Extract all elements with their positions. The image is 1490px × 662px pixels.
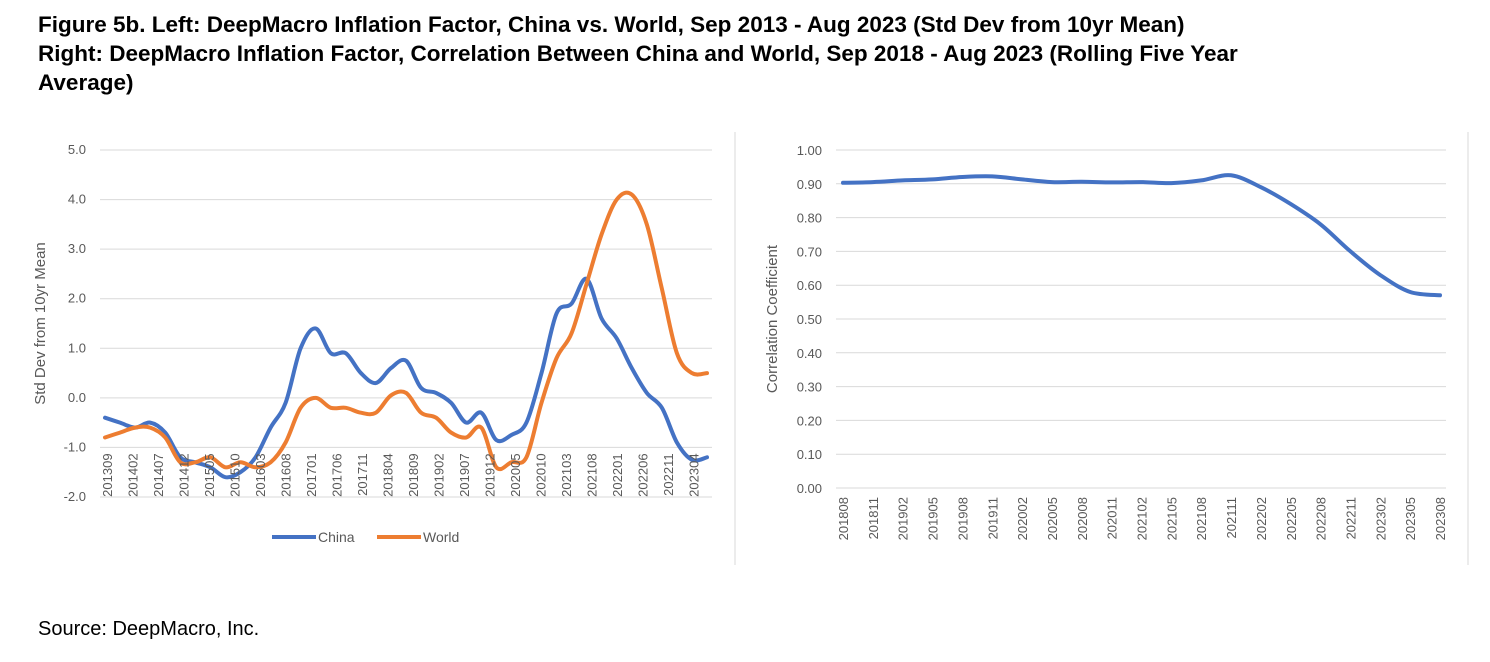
left-x-tick-label: 201309: [100, 453, 115, 496]
right-y-tick-label: 0.80: [797, 211, 822, 226]
right-y-axis-label: Correlation Coefficient: [764, 244, 781, 393]
left-y-tick-label: -1.0: [64, 439, 86, 454]
figure-title-line-2: Right: DeepMacro Inflation Factor, Corre…: [38, 41, 1238, 66]
figure-title: Figure 5b. Left: DeepMacro Inflation Fac…: [38, 10, 1458, 97]
series-line-world: [103, 190, 709, 472]
left-x-tick-label: 202304: [687, 453, 702, 496]
right-y-tick-label: 0.30: [797, 380, 822, 395]
left-x-tick-label: 202108: [585, 453, 600, 496]
left-x-tick-label: 201412: [177, 453, 192, 496]
left-x-tick-label: 202206: [636, 453, 651, 496]
figure-title-line-1: Figure 5b. Left: DeepMacro Inflation Fac…: [38, 12, 1185, 37]
left-x-tick-label: 202005: [508, 453, 523, 496]
left-x-tick-label: 201608: [279, 453, 294, 496]
right-x-tick-label: 202308: [1433, 497, 1448, 540]
left-x-tick-label: 201701: [304, 453, 319, 496]
legend-label-world: World: [423, 529, 459, 545]
right-y-tick-label: 0.50: [797, 312, 822, 327]
left-chart: 5.0 4.0 3.0 2.0 1.0 0.0 -1.0 -2.0 Std Dev from 1…: [32, 142, 712, 545]
left-x-tick-label: 201902: [432, 453, 447, 496]
right-x-tick-label: 202105: [1164, 497, 1179, 540]
right-x-tick-label: 202002: [1015, 497, 1030, 540]
right-x-tick-label: 201908: [955, 497, 970, 540]
left-x-tick-label: 201907: [457, 453, 472, 496]
right-y-tick-label: 0.00: [797, 481, 822, 496]
right-y-tick-label: 0.20: [797, 413, 822, 428]
left-y-tick-label: -2.0: [64, 489, 86, 504]
left-y-tick-label: 5.0: [68, 142, 86, 157]
left-y-axis-label: Std Dev from 10yr Mean: [32, 242, 49, 405]
right-x-tick-label: 202205: [1284, 497, 1299, 540]
left-y-tick-label: 0.0: [68, 390, 86, 405]
legend-label-china: China: [318, 529, 355, 545]
right-x-tick-label: 201905: [926, 497, 941, 540]
left-x-tick-label: 201510: [228, 453, 243, 496]
right-x-tick-label: 201902: [896, 497, 911, 540]
right-x-tick-label: 202208: [1314, 497, 1329, 540]
left-x-tick-label: 201407: [151, 453, 166, 496]
right-y-tick-label: 0.10: [797, 447, 822, 462]
left-x-tick-label: 201402: [126, 453, 141, 496]
charts-canvas: 5.0 4.0 3.0 2.0 1.0 0.0 -1.0 -2.0 Std Dev from 1…: [32, 132, 1469, 565]
right-y-tick-label: 0.90: [797, 177, 822, 192]
right-x-tick-label: 202011: [1105, 497, 1120, 539]
right-y-tick-label: 1.00: [797, 143, 822, 158]
right-x-tick-label: 202008: [1075, 497, 1090, 540]
right-x-tick-label: 201911: [985, 497, 1000, 539]
figure-title-line-3: Average): [38, 70, 134, 95]
left-x-tick-label: 202010: [534, 453, 549, 496]
left-x-tick-label: 202201: [610, 453, 625, 496]
right-y-tick-label: 0.60: [797, 278, 822, 293]
left-y-tick-label: 3.0: [68, 241, 86, 256]
right-x-tick-label: 202111: [1224, 497, 1239, 538]
right-x-tick-label: 202108: [1194, 497, 1209, 540]
left-y-tick-label: 2.0: [68, 291, 86, 306]
left-y-tick-label: 4.0: [68, 192, 86, 207]
left-x-tick-label: 201912: [483, 453, 498, 496]
right-x-tick-label: 201808: [836, 497, 851, 540]
left-x-tick-label: 201711: [355, 453, 370, 495]
left-x-tick-label: 202211: [661, 453, 676, 495]
right-x-tick-label: 202102: [1135, 497, 1150, 540]
right-y-tick-label: 0.70: [797, 244, 822, 259]
right-x-tick-label: 202005: [1045, 497, 1060, 540]
right-x-tick-label: 201811: [866, 497, 881, 539]
right-x-tick-label: 202302: [1373, 497, 1388, 540]
left-x-tick-label: 201809: [406, 453, 421, 496]
left-x-tick-label: 201603: [253, 453, 268, 496]
series-line-china: [103, 276, 709, 480]
left-y-tick-label: 1.0: [68, 340, 86, 355]
left-x-tick-label: 201804: [381, 453, 396, 496]
right-y-tick-label: 0.40: [797, 346, 822, 361]
left-x-tick-label: 201706: [330, 453, 345, 496]
left-x-tick-label: 201505: [202, 453, 217, 496]
correlation-series-line: [841, 173, 1442, 298]
right-x-tick-label: 202305: [1403, 497, 1418, 540]
right-x-tick-label: 202211: [1343, 497, 1358, 539]
source-note: Source: DeepMacro, Inc.: [38, 618, 260, 640]
right-chart: 1.00 0.90 0.80 0.70 0.60 0.50 0.40 0.30 0.20 0.10…: [764, 143, 1448, 540]
right-x-tick-label: 202202: [1254, 497, 1269, 540]
left-x-tick-label: 202103: [559, 453, 574, 496]
